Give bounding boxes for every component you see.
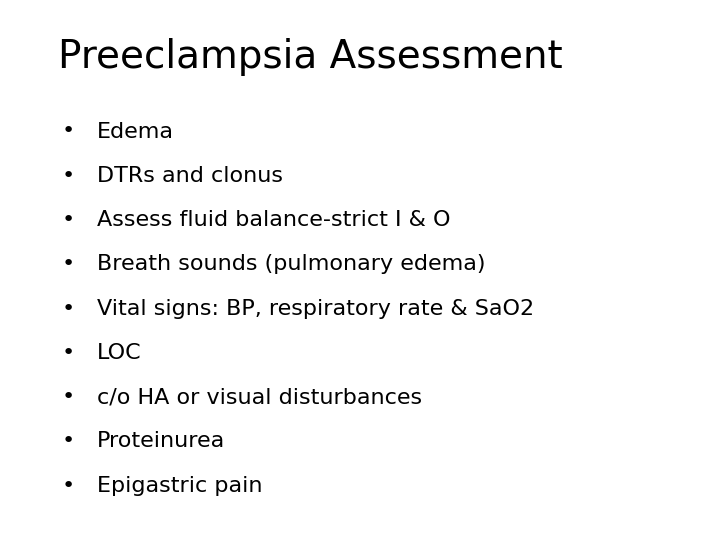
Text: •: • — [61, 210, 74, 230]
Text: •: • — [61, 431, 74, 451]
Text: Assess fluid balance-strict I & O: Assess fluid balance-strict I & O — [97, 210, 451, 230]
Text: •: • — [61, 122, 74, 141]
Text: •: • — [61, 343, 74, 363]
Text: Preeclampsia Assessment: Preeclampsia Assessment — [58, 38, 562, 76]
Text: c/o HA or visual disturbances: c/o HA or visual disturbances — [97, 387, 423, 407]
Text: Breath sounds (pulmonary edema): Breath sounds (pulmonary edema) — [97, 254, 486, 274]
Text: •: • — [61, 166, 74, 186]
Text: Epigastric pain: Epigastric pain — [97, 476, 263, 496]
Text: LOC: LOC — [97, 343, 142, 363]
Text: Vital signs: BP, respiratory rate & SaO2: Vital signs: BP, respiratory rate & SaO2 — [97, 299, 534, 319]
Text: •: • — [61, 254, 74, 274]
Text: •: • — [61, 299, 74, 319]
Text: DTRs and clonus: DTRs and clonus — [97, 166, 283, 186]
Text: Proteinurea: Proteinurea — [97, 431, 225, 451]
Text: Edema: Edema — [97, 122, 174, 141]
Text: •: • — [61, 476, 74, 496]
Text: •: • — [61, 387, 74, 407]
